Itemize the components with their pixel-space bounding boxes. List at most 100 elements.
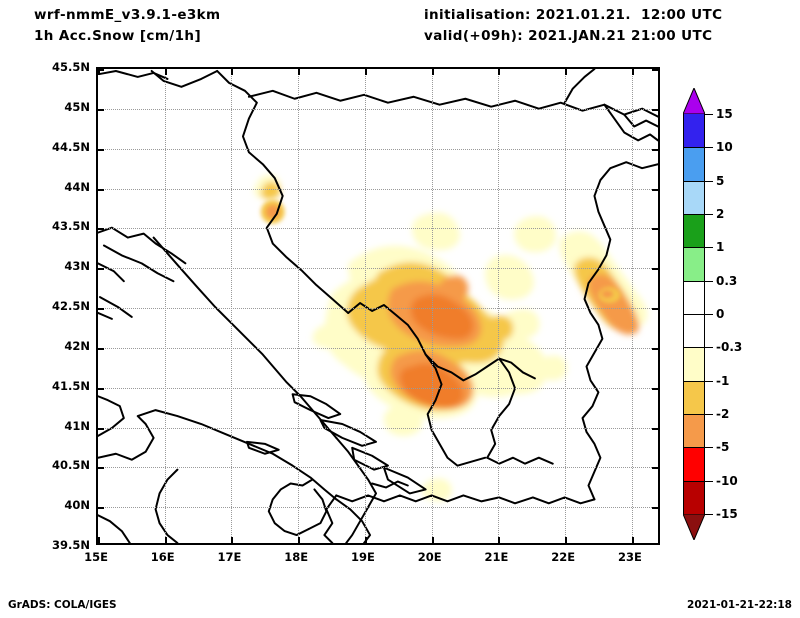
gridline-horizontal [98,108,658,110]
colorbar-tick-label: 5 [716,173,725,188]
tick-top [231,69,234,75]
y-axis-tick-label: 43.5N [52,219,90,234]
x-axis-tick-label: 15E [84,550,108,564]
y-axis-tick-label: 41N [64,418,90,433]
tick-left [98,188,104,191]
colorbar-segment[interactable] [683,180,705,214]
tick-right [652,308,658,310]
gridline-horizontal [98,228,658,230]
tick-top [98,69,100,75]
tick-bottom [231,537,234,543]
colorbar-boundary [683,380,705,382]
colorbar-tick [705,414,713,415]
colorbar-tick [705,214,713,215]
tick-top [164,69,167,75]
colorbar-tick-label: -10 [716,473,738,488]
tick-top [431,69,434,75]
tick-bottom [498,537,501,543]
x-axis-tick-label: 22E [551,550,576,564]
x-axis-tick-label: 21E [484,550,509,564]
colorbar-boundary [683,480,705,482]
model-name-label: wrf-nmmE_v3.9.1-e3km [34,7,221,23]
y-axis-tick-label: 45N [64,99,90,114]
y-axis-tick-label: 39.5N [52,538,90,552]
map-canvas [98,69,658,543]
tick-right [652,188,658,191]
tick-bottom [98,537,100,543]
colorbar-tick-label: -2 [716,407,730,421]
colorbar-tick-label: -5 [716,440,730,455]
tick-right [652,467,658,470]
colorbar-segment[interactable] [683,147,705,181]
x-axis-tick-label: 18E [284,550,309,564]
colorbar-tick [705,247,713,249]
colorbar-boundary [683,414,705,415]
map-graphics [98,69,658,543]
tick-right [652,148,658,151]
colorbar-segment[interactable] [683,347,705,381]
colorbar-boundary [683,347,705,349]
tick-bottom [631,537,634,543]
tick-right [652,108,658,111]
colorbar-boundary [683,280,705,282]
valid-time-label: valid(+09h): 2021.JAN.21 21:00 UTC [424,28,713,44]
colorbar-tick [705,280,713,282]
gridline-vertical [231,69,233,543]
colorbar-tick [705,347,713,349]
tick-top [498,69,501,75]
colorbar-segment[interactable] [683,280,705,314]
colorbar[interactable]: 15 10 5 2 1 0.3 0 -0.3 -1 -2 -5 -10 -15 [682,86,742,542]
colorbar-segment[interactable] [683,480,705,514]
gridline-vertical [364,69,366,543]
tick-bottom [565,537,568,543]
tick-bottom [164,537,167,543]
tick-left [98,308,104,310]
gridline-horizontal [98,387,658,389]
colorbar-segment[interactable] [683,114,705,148]
colorbar-segment[interactable] [683,414,705,448]
colorbar-tick-label: 15 [716,107,733,121]
colorbar-tick-label: -15 [716,507,738,521]
colorbar-boundary [683,214,705,215]
tick-left [98,507,104,510]
colorbar-tick-label: 0.3 [716,273,738,288]
tick-left [98,268,104,271]
tick-left [98,228,104,231]
gridline-horizontal [98,427,658,429]
attribution-label: GrADS: COLA/IGES [8,599,117,611]
colorbar-segment[interactable] [683,247,705,281]
generated-timestamp-label: 2021-01-21-22:18 [687,599,792,611]
tick-top [565,69,568,75]
colorbar-segment[interactable] [683,380,705,414]
y-axis-tick-label: 40N [64,498,90,513]
colorbar-segment[interactable] [683,314,705,348]
colorbar-tick-label: -0.3 [716,340,743,355]
tick-left [98,347,104,350]
colorbar-tick [705,180,713,182]
gridline-vertical [565,69,567,543]
triangle-down-icon [682,513,706,542]
colorbar-tick-label: 0 [716,307,725,321]
y-axis-tick-label: 40.5N [52,458,90,473]
colorbar-segment[interactable] [683,447,705,481]
tick-top [298,69,301,75]
coastline-and-borders [98,69,658,543]
gridline-horizontal [98,347,658,349]
colorbar-tick [705,314,713,315]
tick-right [652,507,658,510]
map-plot-area [96,67,660,545]
colorbar-segment[interactable] [683,214,705,248]
x-axis-tick-label: 23E [618,550,642,564]
colorbar-tick [705,147,713,149]
colorbar-tick [705,514,713,515]
colorbar-tick-label: 1 [716,240,725,255]
colorbar-boundary [683,314,705,315]
y-axis-tick-label: 44N [64,179,90,194]
y-axis-tick-label: 42N [64,338,90,353]
gridline-vertical [631,69,633,543]
tick-right [652,69,658,71]
tick-left [98,69,104,71]
gridline-horizontal [98,148,658,150]
field-name-label: 1h Acc.Snow [cm/1h] [34,28,202,44]
colorbar-tick [705,447,713,449]
